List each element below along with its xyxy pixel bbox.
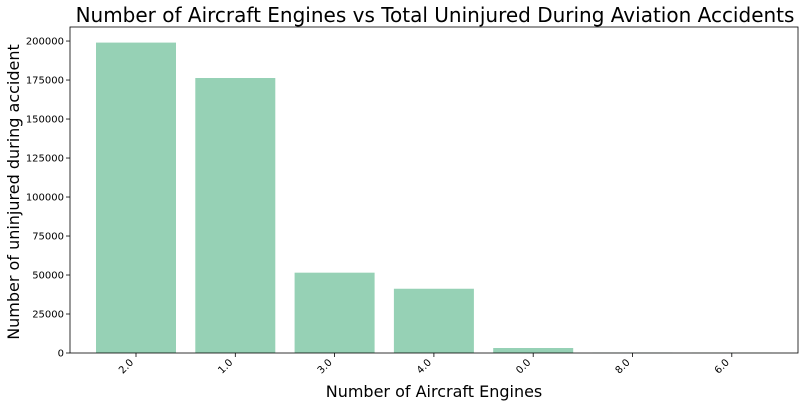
x-ticks: 2.0 1.0 3.0 4.0 0.0 8.0 6.0 [117,353,733,376]
x-tick-label: 6.0 [713,357,732,376]
y-tick-label: 100000 [26,193,64,204]
y-tick-label: 125000 [26,154,64,165]
x-axis-title: Number of Aircraft Engines [326,382,543,401]
x-tick-label: 3.0 [316,357,335,376]
y-tick-label: 0 [58,349,64,360]
y-tick-label: 75000 [32,232,64,243]
bars-layer [96,42,772,353]
bar-1.0 [195,78,276,353]
y-tick-label: 150000 [26,115,64,126]
bar-2.0 [96,42,176,353]
bar-4.0 [393,288,474,353]
chart-title: Number of Aircraft Engines vs Total Unin… [76,3,795,27]
y-ticks: 0 25000 50000 75000 100000 125000 150000 175000… [26,37,70,360]
y-axis-title: Number of uninjured during accident [4,44,23,340]
x-tick-label: 2.0 [117,357,136,376]
bar-3.0 [294,272,375,353]
y-tick-label: 200000 [26,37,64,48]
x-tick-label: 8.0 [614,357,633,376]
x-tick-label: 1.0 [216,357,235,376]
y-tick-label: 175000 [26,76,64,87]
y-tick-label: 25000 [32,310,64,321]
bar-0.0 [493,348,574,353]
y-tick-label: 50000 [32,271,64,282]
x-tick-label: 0.0 [514,357,533,376]
x-tick-label: 4.0 [415,357,434,376]
